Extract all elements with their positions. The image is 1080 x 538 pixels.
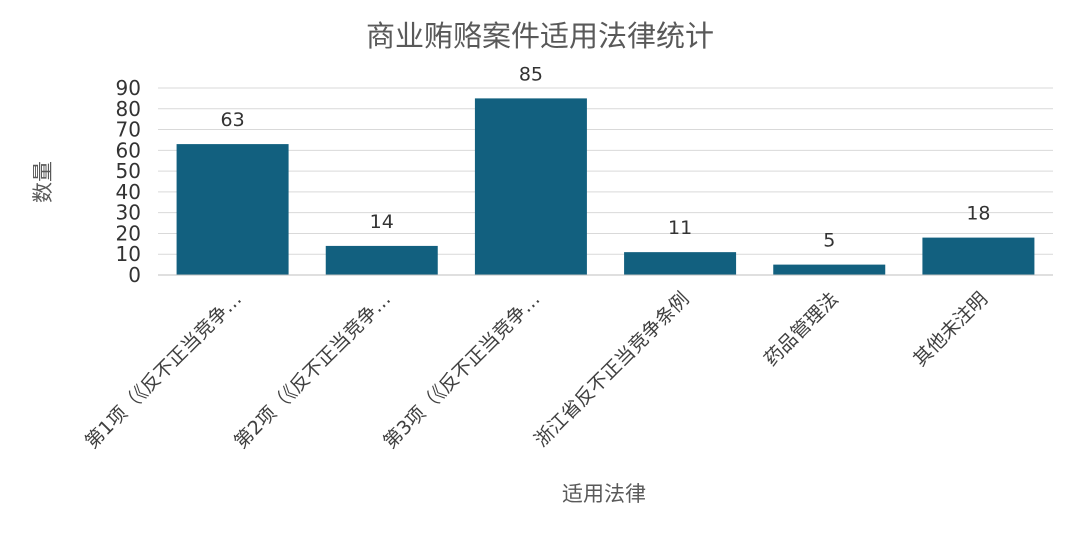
y-tick-label: 40 (116, 180, 141, 204)
bars (176, 98, 1035, 275)
bar-value-label: 18 (966, 203, 990, 225)
bar-value-label: 5 (823, 230, 835, 252)
x-tick-label: 第2项（《反不正当竞争… (230, 288, 395, 453)
bar (176, 144, 289, 275)
bar-value-label: 14 (370, 211, 394, 233)
x-axis-ticks: 第1项（《反不正当竞争…第2项（《反不正当竞争…第3项（《反不正当竞争…浙江省反… (81, 288, 992, 453)
bar-value-label: 11 (668, 217, 692, 239)
y-axis-title: 数量 (31, 161, 55, 203)
x-axis-title: 适用法律 (562, 482, 646, 506)
chart-title: 商业贿赂案件适用法律统计 (366, 19, 714, 53)
y-tick-label: 80 (116, 97, 141, 121)
gridlines (158, 87, 1053, 276)
x-tick-label: 药品管理法 (760, 288, 843, 371)
y-tick-label: 60 (116, 138, 141, 162)
bar-value-label: 63 (220, 109, 244, 131)
y-tick-label: 50 (116, 159, 141, 183)
bar (325, 245, 438, 275)
y-tick-label: 0 (128, 263, 141, 287)
bar (474, 98, 587, 275)
bar (624, 252, 737, 275)
y-tick-label: 10 (116, 242, 141, 266)
x-tick-label: 第1项（《反不正当竞争… (81, 288, 246, 453)
x-tick-label: 第3项（《反不正当竞争… (379, 288, 544, 453)
x-tick-label: 浙江省反不正当竞争条例 (530, 288, 693, 451)
y-tick-label: 90 (116, 76, 141, 100)
x-tick-label: 其他未注明 (909, 288, 992, 371)
bar (773, 264, 886, 275)
data-labels: 63 14 85 11 5 18 (220, 63, 990, 251)
bar (922, 237, 1035, 275)
y-tick-label: 20 (116, 221, 141, 245)
y-tick-label: 70 (116, 118, 141, 142)
y-tick-label: 30 (116, 201, 141, 225)
bar-value-label: 85 (519, 63, 543, 85)
